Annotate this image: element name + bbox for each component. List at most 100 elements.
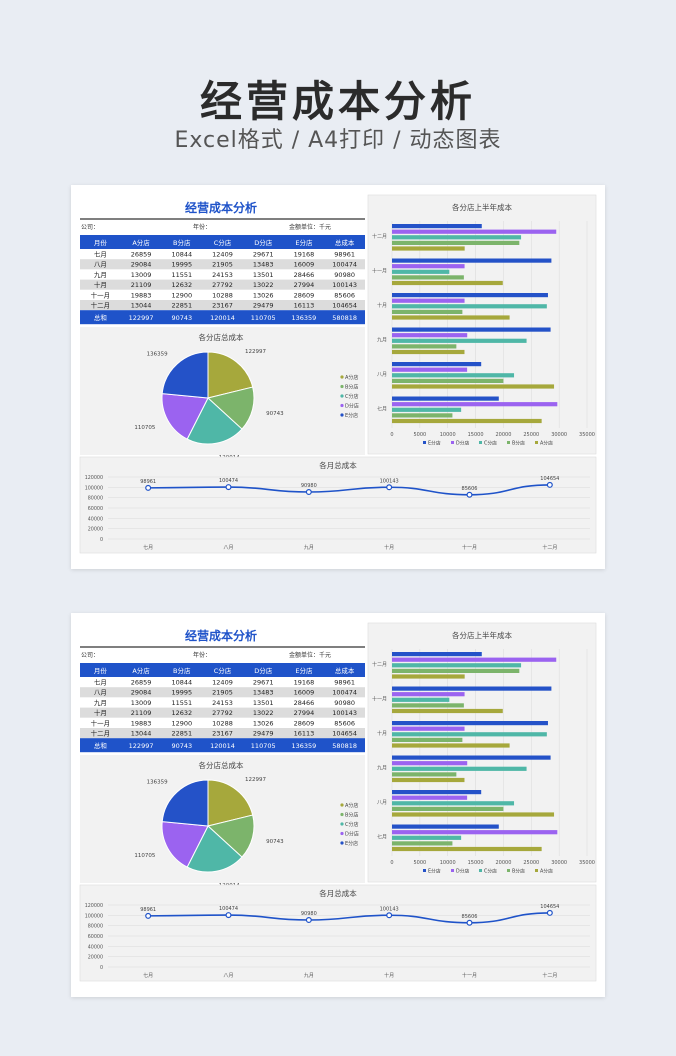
- table-cell: 16113: [294, 730, 315, 738]
- bar-x-tick: 15000: [468, 432, 484, 438]
- line-x-tick: 九月: [304, 544, 314, 551]
- bar: [392, 309, 463, 314]
- bar: [392, 298, 465, 303]
- line-y-tick: 100000: [85, 913, 103, 919]
- line-x-tick: 十月: [384, 544, 394, 551]
- table-cell: 28466: [294, 271, 315, 279]
- table-total-cell: 120014: [210, 314, 235, 322]
- table-cell: 29084: [131, 261, 152, 269]
- table-header-cell: C分店: [214, 666, 232, 675]
- table-total-cell: 110705: [251, 314, 276, 322]
- table-cell: 13501: [253, 271, 274, 279]
- bar: [392, 835, 462, 840]
- bar: [392, 824, 499, 829]
- bar-x-tick: 0: [390, 432, 393, 438]
- pie-legend-label: B分店: [345, 812, 358, 819]
- bar-legend-marker: [423, 441, 426, 444]
- bar: [392, 657, 557, 662]
- bar: [392, 304, 547, 309]
- line-y-tick: 80000: [88, 496, 103, 502]
- table-cell: 27994: [294, 709, 315, 717]
- table-cell: 100143: [332, 281, 357, 289]
- line-data-label: 104654: [540, 476, 559, 482]
- pie-legend-label: C分店: [345, 821, 359, 828]
- table-cell: 29671: [253, 679, 274, 687]
- table-header-cell: 总成本: [335, 666, 355, 675]
- bar: [392, 269, 450, 274]
- line-series: [148, 912, 550, 924]
- bar-x-tick: 20000: [495, 432, 511, 438]
- table-header-cell: 月份: [94, 238, 108, 247]
- meta-company: 公司：: [81, 652, 99, 659]
- line-data-label: 85606: [462, 486, 478, 492]
- bar: [392, 846, 542, 852]
- pie-slice: [161, 821, 209, 868]
- bar: [392, 743, 510, 748]
- bar-legend-marker: [423, 869, 426, 872]
- pie-legend-label: E分店: [345, 412, 358, 419]
- pie-legend-label: D分店: [345, 403, 359, 410]
- table-row: 十二月 13044 22851 23167 29479 16113 104654: [80, 300, 365, 311]
- table-cell: 90980: [334, 699, 355, 707]
- pie-legend-marker: [340, 841, 344, 845]
- bar: [392, 333, 468, 338]
- bar: [392, 293, 548, 298]
- pie-legend-label: A分店: [345, 802, 358, 809]
- bar-legend-marker: [451, 869, 454, 872]
- pie-slice: [186, 825, 243, 873]
- table-cell: 19883: [131, 719, 152, 727]
- pie-legend-marker: [340, 394, 344, 398]
- table-cell: 13009: [131, 271, 152, 279]
- table-row-bg: [80, 269, 365, 280]
- bar: [392, 726, 465, 731]
- sheet-preview-2: 经营成本分析 公司： 年份： 金额单位：千元 月份 A分店 B分店 C分店 D分店 E分店 总成本七…: [71, 613, 605, 997]
- pie-legend-marker: [340, 384, 344, 389]
- line-x-tick: 九月: [304, 972, 314, 979]
- line-series: [148, 484, 550, 496]
- table-cell: 21905: [212, 261, 233, 269]
- line-x-tick: 八月: [223, 973, 233, 979]
- table-cell: 10288: [212, 291, 233, 299]
- table-row: 九月 13009 11551 24153 13501 28466 90980: [80, 697, 365, 708]
- table-cell: 85606: [334, 291, 355, 299]
- line-y-tick: 120000: [85, 903, 103, 909]
- bar: [392, 795, 468, 800]
- table-total-cell: 90743: [171, 314, 192, 322]
- line-data-label: 90980: [301, 483, 317, 489]
- line-point: [225, 912, 232, 919]
- bar: [392, 349, 465, 355]
- table-cell: 十月: [94, 708, 107, 717]
- table-row: 十二月 13044 22851 23167 29479 16113 104654: [80, 728, 365, 739]
- table-row: 八月 29084 19995 21905 13483 16009 100474: [80, 687, 365, 698]
- pie-slice: [161, 351, 209, 399]
- line-data-label: 98961: [140, 479, 156, 485]
- line-point: [546, 481, 553, 488]
- table-cell: 十一月: [91, 290, 111, 299]
- table-cell: 104654: [332, 730, 357, 738]
- line-x-tick: 七月: [143, 972, 153, 979]
- pie-slice: [161, 393, 209, 440]
- line-y-tick: 100000: [85, 485, 103, 491]
- table-cell: 13026: [253, 291, 274, 299]
- table-cell: 19995: [171, 261, 192, 269]
- bar-title: 各分店上半年成本: [452, 630, 512, 640]
- table-total-cell: 总和: [94, 741, 107, 750]
- bar-y-tick: 十一月: [372, 696, 387, 703]
- bar-y-tick: 七月: [377, 406, 387, 413]
- table-row-bg: [80, 259, 365, 270]
- line-data-label: 98961: [140, 907, 156, 913]
- bar: [392, 652, 482, 657]
- table-row-bg: [80, 717, 365, 728]
- table-cell: 23167: [212, 730, 233, 738]
- bar-y-tick: 十一月: [372, 268, 387, 275]
- bar: [392, 402, 558, 407]
- table-total-bg: [80, 738, 365, 753]
- line-x-tick: 八月: [223, 545, 233, 551]
- bar-x-tick: 30000: [551, 432, 567, 438]
- pie-legend-marker: [340, 831, 344, 836]
- table-header-cell: A分店: [132, 238, 150, 247]
- table-cell: 16009: [294, 261, 315, 269]
- bar-y-tick: 八月: [377, 800, 387, 806]
